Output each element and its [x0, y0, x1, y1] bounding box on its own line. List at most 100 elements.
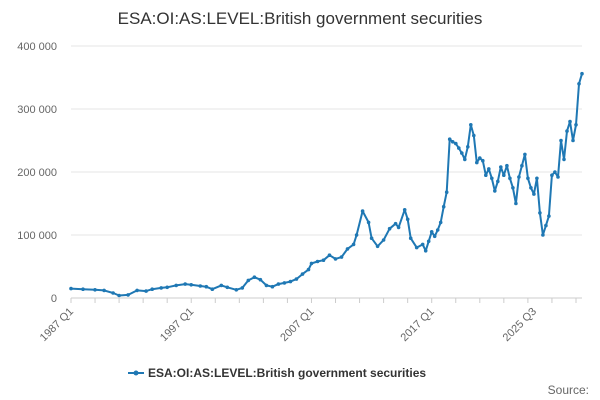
- data-point[interactable]: [102, 288, 106, 293]
- data-point[interactable]: [339, 255, 344, 259]
- data-point[interactable]: [225, 285, 230, 290]
- data-point[interactable]: [420, 242, 425, 247]
- data-point[interactable]: [258, 277, 263, 282]
- data-point[interactable]: [556, 175, 560, 179]
- legend[interactable]: ESA:OI:AS:LEVEL:British government secur…: [128, 366, 426, 380]
- data-point[interactable]: [505, 163, 509, 168]
- data-point[interactable]: [429, 230, 434, 234]
- data-point[interactable]: [270, 284, 275, 289]
- data-point[interactable]: [469, 123, 473, 127]
- data-point[interactable]: [321, 258, 326, 263]
- data-point[interactable]: [550, 173, 554, 177]
- data-point[interactable]: [508, 176, 512, 181]
- data-point[interactable]: [150, 287, 154, 292]
- data-point[interactable]: [288, 279, 293, 284]
- data-point[interactable]: [426, 239, 431, 244]
- data-point[interactable]: [502, 173, 506, 177]
- data-point[interactable]: [165, 285, 169, 290]
- data-point[interactable]: [252, 275, 257, 280]
- data-point[interactable]: [366, 220, 371, 225]
- data-point[interactable]: [447, 137, 452, 141]
- data-point[interactable]: [423, 249, 428, 253]
- data-point[interactable]: [478, 156, 482, 160]
- data-point[interactable]: [81, 287, 85, 292]
- data-point[interactable]: [463, 157, 467, 162]
- data-point[interactable]: [526, 176, 530, 181]
- data-point[interactable]: [360, 209, 365, 213]
- data-point[interactable]: [144, 289, 148, 293]
- data-point[interactable]: [117, 293, 121, 298]
- data-point[interactable]: [484, 173, 488, 177]
- data-point[interactable]: [333, 257, 338, 261]
- data-point[interactable]: [577, 82, 581, 86]
- data-point[interactable]: [345, 247, 350, 251]
- data-point[interactable]: [369, 236, 374, 240]
- data-point[interactable]: [309, 261, 314, 266]
- data-point[interactable]: [408, 236, 413, 240]
- data-point[interactable]: [351, 242, 356, 247]
- data-point[interactable]: [159, 286, 163, 290]
- data-point[interactable]: [210, 287, 215, 292]
- data-point[interactable]: [517, 175, 521, 179]
- data-point[interactable]: [481, 158, 485, 163]
- data-point[interactable]: [490, 176, 494, 181]
- data-point[interactable]: [198, 284, 203, 288]
- data-point[interactable]: [487, 167, 491, 171]
- data-point[interactable]: [538, 211, 542, 215]
- data-point[interactable]: [111, 291, 115, 295]
- data-point[interactable]: [562, 157, 566, 162]
- data-point[interactable]: [381, 238, 386, 242]
- data-point[interactable]: [454, 141, 458, 146]
- data-point[interactable]: [520, 163, 524, 168]
- data-point[interactable]: [493, 189, 497, 193]
- data-point[interactable]: [547, 214, 551, 218]
- data-point[interactable]: [264, 283, 269, 288]
- data-point[interactable]: [414, 245, 419, 250]
- data-point[interactable]: [306, 267, 311, 272]
- data-point[interactable]: [574, 123, 578, 127]
- data-point[interactable]: [580, 71, 584, 76]
- data-point[interactable]: [559, 138, 563, 143]
- data-point[interactable]: [472, 133, 476, 138]
- data-point[interactable]: [174, 283, 178, 288]
- data-point[interactable]: [387, 226, 392, 231]
- data-point[interactable]: [234, 288, 239, 292]
- data-point[interactable]: [276, 282, 281, 286]
- data-point[interactable]: [435, 228, 440, 232]
- data-point[interactable]: [240, 286, 245, 290]
- data-point[interactable]: [565, 129, 569, 133]
- data-point[interactable]: [441, 204, 446, 209]
- data-point[interactable]: [219, 283, 224, 288]
- data-point[interactable]: [126, 293, 130, 297]
- data-point[interactable]: [466, 145, 470, 149]
- data-point[interactable]: [405, 217, 410, 222]
- data-point[interactable]: [444, 190, 449, 194]
- data-point[interactable]: [204, 284, 209, 289]
- data-point[interactable]: [375, 244, 380, 249]
- data-point[interactable]: [457, 146, 461, 150]
- data-point[interactable]: [93, 288, 97, 292]
- data-point[interactable]: [475, 160, 479, 165]
- data-point[interactable]: [496, 179, 500, 184]
- data-point[interactable]: [300, 272, 305, 276]
- data-point[interactable]: [327, 253, 332, 257]
- data-point[interactable]: [393, 221, 398, 226]
- data-point[interactable]: [396, 225, 401, 230]
- data-point[interactable]: [315, 259, 320, 264]
- data-point[interactable]: [183, 282, 187, 286]
- data-point[interactable]: [354, 233, 359, 237]
- data-point[interactable]: [544, 223, 548, 228]
- data-point[interactable]: [529, 186, 533, 190]
- data-point[interactable]: [511, 186, 515, 190]
- data-point[interactable]: [553, 170, 557, 174]
- data-point[interactable]: [294, 277, 299, 281]
- data-point[interactable]: [135, 288, 139, 293]
- data-point[interactable]: [246, 278, 251, 283]
- data-point[interactable]: [450, 140, 455, 144]
- data-point[interactable]: [571, 138, 575, 143]
- data-point[interactable]: [568, 119, 572, 124]
- data-point[interactable]: [460, 151, 464, 155]
- data-point[interactable]: [532, 192, 536, 196]
- data-point[interactable]: [514, 201, 518, 206]
- data-point[interactable]: [499, 165, 503, 169]
